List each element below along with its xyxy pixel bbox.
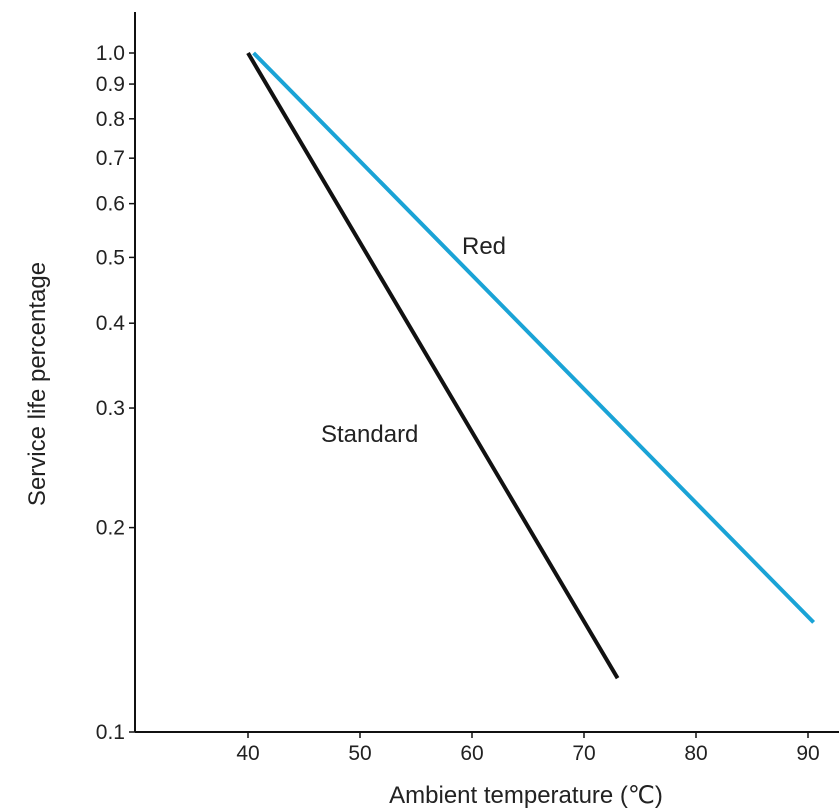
- y-tick-label: 0.6: [96, 193, 125, 216]
- y-axis-title: Service life percentage: [24, 262, 51, 506]
- x-tick-label: 50: [348, 742, 371, 765]
- y-tick-label: 0.5: [96, 246, 125, 269]
- series-label-standard: Standard: [321, 421, 418, 448]
- x-axis-title: Ambient temperature (℃): [389, 782, 663, 808]
- y-tick-label: 0.4: [96, 312, 126, 335]
- series-line-standard: [246, 51, 620, 680]
- x-tick-label: 70: [572, 742, 595, 765]
- y-tick-label: 1.0: [96, 42, 125, 65]
- x-axis-ticks: 40 50 60 70 80 90: [236, 732, 820, 765]
- x-tick-label: 90: [796, 742, 819, 765]
- x-tick-label: 40: [236, 742, 259, 765]
- y-tick-label: 0.9: [96, 73, 125, 96]
- y-tick-label: 0.2: [96, 517, 125, 540]
- x-tick-label: 60: [460, 742, 483, 765]
- series-line-red: [252, 51, 816, 624]
- x-tick-label: 80: [684, 742, 707, 765]
- y-tick-label: 0.7: [96, 147, 125, 170]
- y-tick-label: 0.3: [96, 397, 125, 420]
- y-tick-label: 0.1: [96, 721, 125, 744]
- y-tick-label: 0.8: [96, 108, 125, 131]
- plot-area: 0.1 0.2 0.3 0.4 0.5 0.6 0.7 0.8 0.9 1.0 40 50 60 70 8…: [96, 12, 839, 765]
- y-axis-ticks: 0.1 0.2 0.3 0.4 0.5 0.6 0.7 0.8 0.9 1.0: [96, 42, 135, 744]
- series-lines: [246, 51, 816, 680]
- series-label-red: Red: [462, 233, 506, 260]
